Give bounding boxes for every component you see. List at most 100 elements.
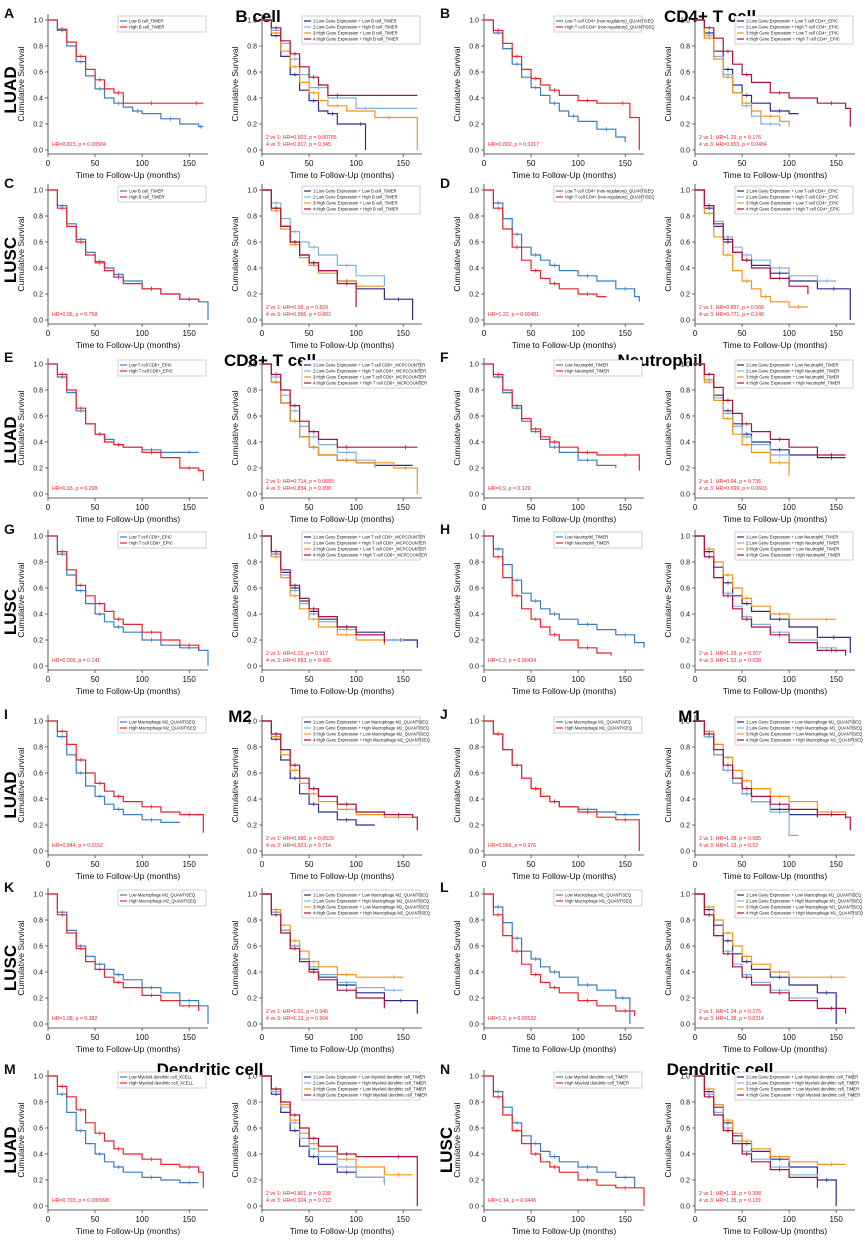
y-tick-label: 0.0: [680, 492, 690, 499]
x-tick-label: 100: [571, 1033, 585, 1042]
legend-box: [734, 531, 854, 561]
y-tick-label: 0.8: [33, 1100, 43, 1107]
y-tick-label: 0.0: [33, 1022, 43, 1029]
stats-text: 4 vs 3: HR=0.923, p = 0.714: [266, 843, 331, 849]
survival-curve-g3: [695, 535, 837, 620]
x-tick-label: 0: [46, 860, 51, 869]
legend: 1:Low Gene Expression + Low Neutrophil_T…: [734, 531, 854, 561]
y-tick-label: 0.2: [680, 823, 690, 830]
x-tick-label: 50: [91, 1033, 100, 1042]
legend-label: 1:Low Gene Expression + Low Macrophage M…: [746, 893, 862, 898]
legend-label: 4:High Gene Expression + High Macrophage…: [746, 738, 864, 743]
legend-label: 3:High Gene Expression + Low T cell CD8+…: [313, 375, 426, 380]
legend-label: 1:Low Gene Expression + Low T cell CD8+_…: [313, 363, 425, 368]
survival-curve-g4: [695, 363, 846, 456]
x-tick-label: 100: [782, 329, 796, 338]
x-tick-label: 50: [305, 860, 314, 869]
y-tick-label: 0.0: [247, 664, 257, 671]
stats-text: 2 vs 1: HR=1.29, p = 0.176: [699, 135, 761, 141]
legend-label: 2:Low Gene Expression + High T cell CD4+…: [746, 195, 839, 200]
y-tick-label: 1.0: [33, 719, 43, 726]
legend-box: [301, 1071, 421, 1101]
legend-box: [734, 15, 854, 45]
legend-box: [117, 531, 207, 549]
legend-label: High Myeloid dendritic cell_XCELL: [129, 1081, 194, 1086]
legend-box: [301, 185, 421, 215]
legend-label: High Macrophage M2_QUANTISEQ: [129, 899, 197, 904]
stats-text: 4 vs 3: HR=1.13, p = 0.52: [699, 843, 758, 849]
survival-curve-g4: [262, 1075, 418, 1206]
y-tick-label: 0.6: [33, 771, 43, 778]
x-axis-label: Time to Follow-Up (months): [512, 1044, 617, 1054]
y-axis-label: Cumulative Survival: [452, 562, 462, 637]
x-tick-label: 150: [618, 675, 632, 684]
y-tick-label: 1.0: [247, 534, 257, 541]
y-tick-label: 0.8: [33, 214, 43, 221]
x-tick-label: 100: [135, 329, 149, 338]
survival-curve-high: [48, 189, 200, 302]
x-tick-label: 150: [396, 1215, 410, 1224]
x-tick-label: 50: [305, 503, 314, 512]
x-tick-label: 150: [396, 503, 410, 512]
row-label-4: LUSC: [1, 589, 20, 635]
survival-curve-g4: [262, 535, 385, 643]
y-tick-label: 0.0: [247, 849, 257, 856]
legend: 1:Low Gene Expression + Low Myeloid dend…: [301, 1071, 427, 1101]
x-tick-label: 50: [527, 1033, 536, 1042]
x-axis-label: Time to Follow-Up (months): [290, 170, 395, 180]
panel-letter: C: [4, 175, 14, 191]
legend-box: [553, 185, 643, 203]
stats-text: 2 vs 1: HR=0.98, p = 0.829: [266, 305, 328, 311]
x-tick-label: 100: [571, 329, 585, 338]
y-tick-label: 0.6: [247, 414, 257, 421]
y-tick-label: 1.0: [680, 534, 690, 541]
legend: 1:Low Gene Expression + Low T cell CD4+_…: [734, 15, 854, 45]
y-tick-label: 0.2: [469, 466, 479, 473]
y-tick-label: 0.6: [33, 240, 43, 247]
y-tick-label: 0.0: [33, 318, 43, 325]
x-tick-label: 0: [46, 159, 51, 168]
x-tick-label: 150: [829, 159, 843, 168]
x-tick-label: 150: [829, 675, 843, 684]
y-tick-label: 0.2: [680, 638, 690, 645]
legend-label: 3:High Gene Expression + Low Macrophage …: [313, 732, 430, 737]
survival-curve-high: [48, 19, 204, 104]
stats-text: 2 vs 1: HR=0.801, p = 0.238: [266, 1191, 331, 1197]
y-tick-label: 0.0: [33, 492, 43, 499]
stats-text: 2 vs 1: HR=1.02, p = 0.917: [266, 651, 328, 657]
stats-text: 2 vs 1: HR=1.18, p = 0.398: [699, 1191, 761, 1197]
stats-text: 4 vs 3: HR=0.817, p = 0.345: [266, 142, 331, 148]
stats-text: 2 vs 1: HR=1.08, p = 0.685: [699, 836, 761, 842]
x-tick-label: 150: [182, 159, 196, 168]
stats-text: HR=0.844, p = 0.0152: [52, 843, 103, 849]
x-axis-label: Time to Follow-Up (months): [723, 170, 828, 180]
legend-label: 2:Low Gene Expression + High B cell_TIME…: [313, 25, 398, 30]
legend-box: [117, 1071, 207, 1089]
legend-label: Low Neutrophil_TIMER: [565, 363, 608, 368]
y-tick-label: 0.2: [469, 122, 479, 129]
legend-label: High Neutrophil_TIMER: [565, 369, 609, 374]
survival-curve-g4: [695, 893, 847, 1014]
y-tick-label: 1.0: [680, 1074, 690, 1081]
y-axis-label: Cumulative Survival: [16, 920, 26, 995]
y-tick-label: 0.0: [33, 1204, 43, 1211]
x-axis-label: Time to Follow-Up (months): [723, 340, 828, 350]
y-axis-label: Cumulative Survival: [452, 920, 462, 995]
y-axis-label: Cumulative Survival: [16, 747, 26, 822]
x-tick-label: 0: [260, 1033, 265, 1042]
legend: 1:Low Gene Expression + Low T cell CD4+_…: [734, 185, 854, 215]
survival-curve-high: [48, 535, 200, 651]
x-tick-label: 150: [829, 1033, 843, 1042]
x-tick-label: 50: [527, 503, 536, 512]
survival-curve-g2: [262, 189, 385, 287]
y-tick-label: 0.0: [469, 849, 479, 856]
x-axis-label: Time to Follow-Up (months): [512, 514, 617, 524]
survival-curve-low: [48, 19, 204, 128]
